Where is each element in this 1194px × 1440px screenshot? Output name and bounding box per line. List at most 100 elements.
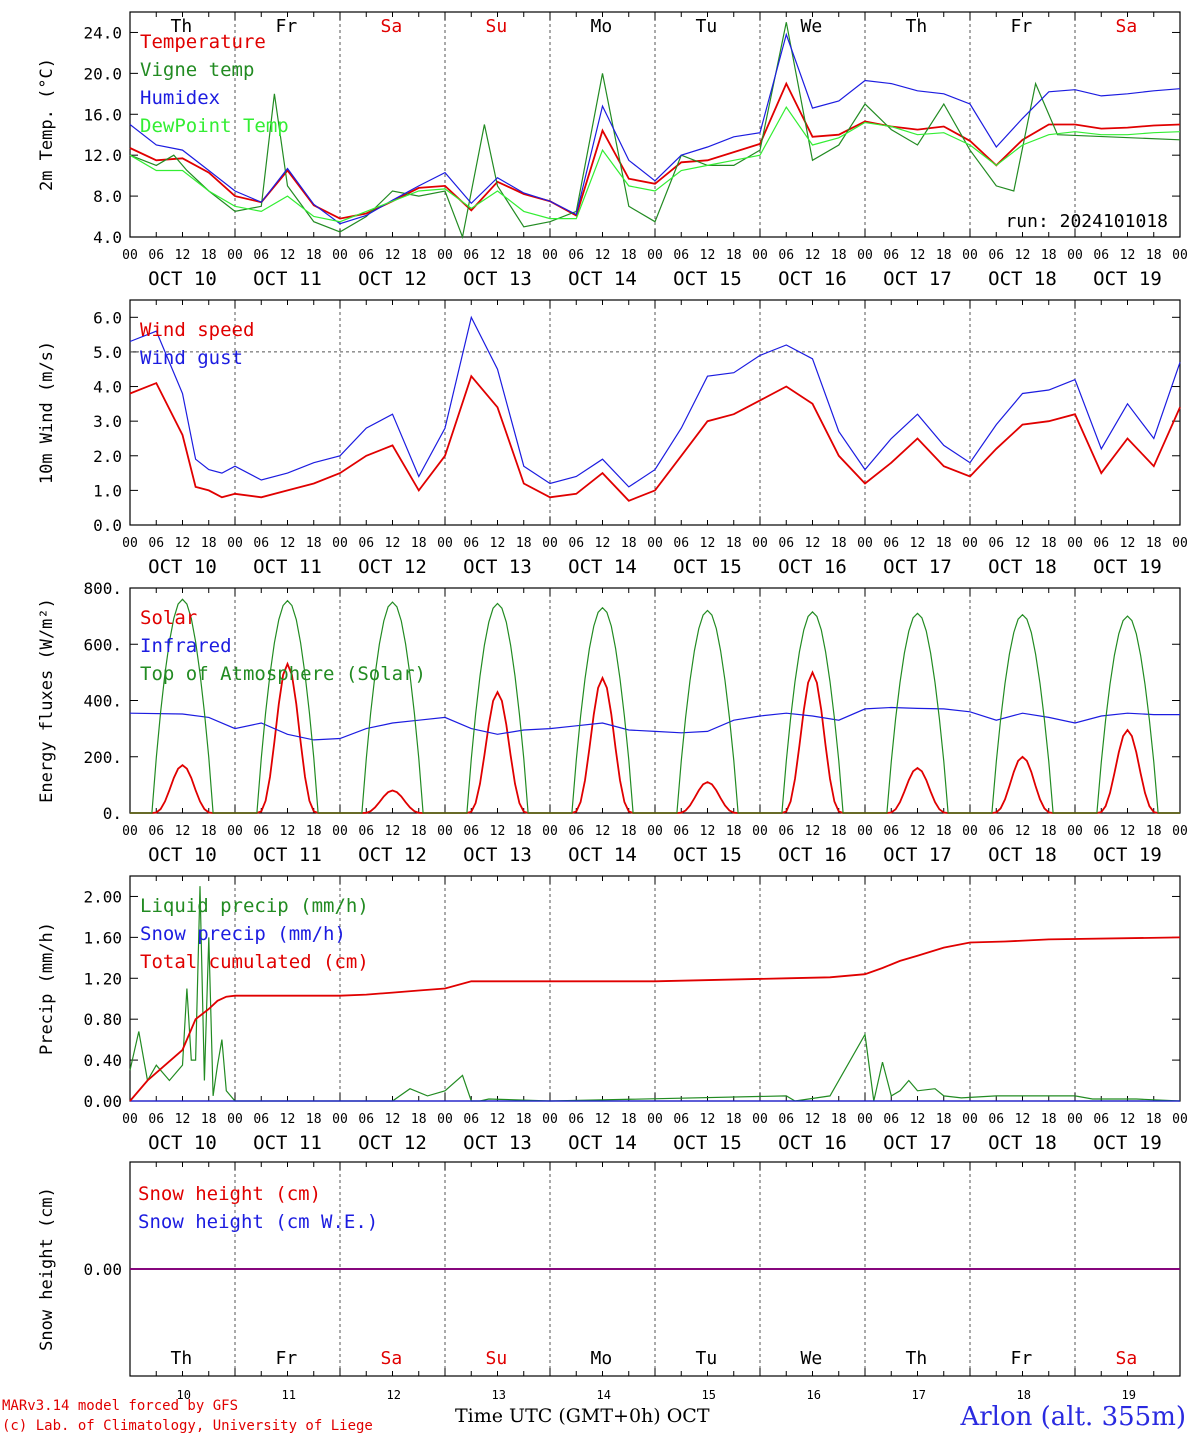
hour-tick-label: 00 — [332, 1112, 348, 1127]
series-line — [129, 936, 1181, 1102]
hour-tick-label: 00 — [962, 1112, 978, 1127]
hour-tick-label: 06 — [463, 248, 479, 263]
date-label: OCT 16 — [778, 556, 847, 578]
weekday-label: Fr — [276, 16, 298, 37]
hour-tick-label: 00 — [332, 824, 348, 839]
date-label: OCT 13 — [463, 556, 532, 578]
hour-tick-label: 06 — [1093, 248, 1109, 263]
y-tick-label: 2.00 — [83, 887, 122, 906]
day-number-label: 16 — [807, 1388, 821, 1402]
hour-tick-label: 12 — [1015, 536, 1031, 551]
day-number-label: 15 — [702, 1388, 716, 1402]
date-label: OCT 11 — [253, 844, 322, 866]
hour-tick-label: 12 — [910, 536, 926, 551]
y-tick-label: 12.0 — [83, 146, 122, 165]
date-label: OCT 19 — [1093, 556, 1162, 578]
hour-tick-label: 18 — [306, 1112, 322, 1127]
hour-tick-label: 00 — [122, 536, 138, 551]
hour-tick-label: 12 — [805, 536, 821, 551]
hour-tick-label: 12 — [1120, 248, 1136, 263]
hour-tick-label: 00 — [1067, 824, 1083, 839]
hour-tick-label: 00 — [542, 248, 558, 263]
series-line — [129, 32, 1181, 225]
date-label: OCT 17 — [883, 268, 952, 290]
day-number-label: 10 — [177, 1388, 191, 1402]
legend-label: Snow precip (mm/h) — [140, 923, 346, 945]
hour-tick-label: 06 — [148, 536, 164, 551]
panel-1 — [129, 11, 1181, 240]
panel-3 — [129, 587, 1181, 814]
hour-tick-label: 12 — [910, 824, 926, 839]
hour-tick-label: 12 — [385, 824, 401, 839]
hour-tick-label: 06 — [673, 536, 689, 551]
hour-tick-label: 18 — [411, 248, 427, 263]
weekday-label: Sa — [1116, 1348, 1138, 1369]
hour-tick-label: 18 — [201, 824, 217, 839]
weekday-label: Sa — [381, 1348, 403, 1369]
date-label: OCT 13 — [463, 268, 532, 290]
legend-label: Snow height (cm) — [138, 1183, 321, 1205]
hour-tick-label: 06 — [253, 1112, 269, 1127]
weekday-label: Sa — [381, 16, 403, 37]
hour-tick-label: 06 — [1093, 824, 1109, 839]
hour-tick-label: 18 — [1146, 248, 1162, 263]
date-label: OCT 13 — [463, 1132, 532, 1154]
y-tick-label: 3.0 — [93, 412, 122, 431]
hour-tick-label: 06 — [988, 248, 1004, 263]
hour-tick-label: 00 — [647, 824, 663, 839]
hour-tick-label: 12 — [700, 248, 716, 263]
date-label: OCT 15 — [673, 268, 742, 290]
date-label: OCT 11 — [253, 556, 322, 578]
hour-tick-label: 00 — [1172, 824, 1188, 839]
hour-tick-label: 00 — [332, 536, 348, 551]
hour-tick-label: 06 — [568, 824, 584, 839]
y-tick-label: 2.0 — [93, 447, 122, 466]
weekday-label: Tu — [696, 1348, 718, 1369]
hour-tick-label: 12 — [280, 536, 296, 551]
hour-tick-label: 18 — [1146, 536, 1162, 551]
series-line — [129, 105, 1181, 223]
date-label: OCT 12 — [358, 1132, 427, 1154]
hour-tick-label: 00 — [752, 248, 768, 263]
hour-tick-label: 18 — [936, 1112, 952, 1127]
hour-tick-label: 12 — [490, 536, 506, 551]
date-label: OCT 13 — [463, 844, 532, 866]
legend-label: Solar — [140, 607, 197, 629]
hour-tick-label: 12 — [490, 1112, 506, 1127]
panel-frame — [129, 587, 1181, 814]
weekday-label: Sa — [1116, 16, 1138, 37]
hour-tick-label: 00 — [1172, 1112, 1188, 1127]
weekday-label: Mo — [591, 16, 613, 37]
hour-tick-label: 00 — [437, 824, 453, 839]
hour-tick-label: 18 — [726, 536, 742, 551]
y-tick-label: 800. — [83, 579, 122, 598]
hour-tick-label: 12 — [1015, 248, 1031, 263]
hour-tick-label: 06 — [358, 1112, 374, 1127]
hour-tick-label: 00 — [122, 824, 138, 839]
hour-tick-label: 00 — [752, 824, 768, 839]
date-label: OCT 19 — [1093, 844, 1162, 866]
hour-tick-label: 18 — [306, 824, 322, 839]
hour-tick-label: 18 — [621, 536, 637, 551]
hour-tick-label: 18 — [621, 824, 637, 839]
hour-tick-label: 00 — [437, 248, 453, 263]
hour-tick-label: 06 — [673, 248, 689, 263]
date-label: OCT 14 — [568, 556, 637, 578]
day-number-label: 18 — [1017, 1388, 1031, 1402]
series-line — [129, 706, 1180, 741]
hour-tick-label: 12 — [385, 248, 401, 263]
legend-label: Liquid precip (mm/h) — [140, 895, 369, 917]
y-tick-label: 600. — [83, 635, 122, 654]
date-label: OCT 14 — [568, 268, 637, 290]
hour-tick-label: 06 — [148, 824, 164, 839]
hour-tick-label: 06 — [883, 536, 899, 551]
legend-label: Total cumulated (cm) — [140, 951, 369, 973]
hour-tick-label: 12 — [595, 824, 611, 839]
run-annotation: run: 2024101018 — [1005, 211, 1168, 232]
y-tick-label: 4.0 — [93, 378, 122, 397]
day-number-label: 14 — [597, 1388, 611, 1402]
hour-tick-label: 12 — [700, 536, 716, 551]
hour-tick-label: 06 — [1093, 1112, 1109, 1127]
hour-tick-label: 12 — [700, 824, 716, 839]
hour-tick-label: 06 — [988, 824, 1004, 839]
